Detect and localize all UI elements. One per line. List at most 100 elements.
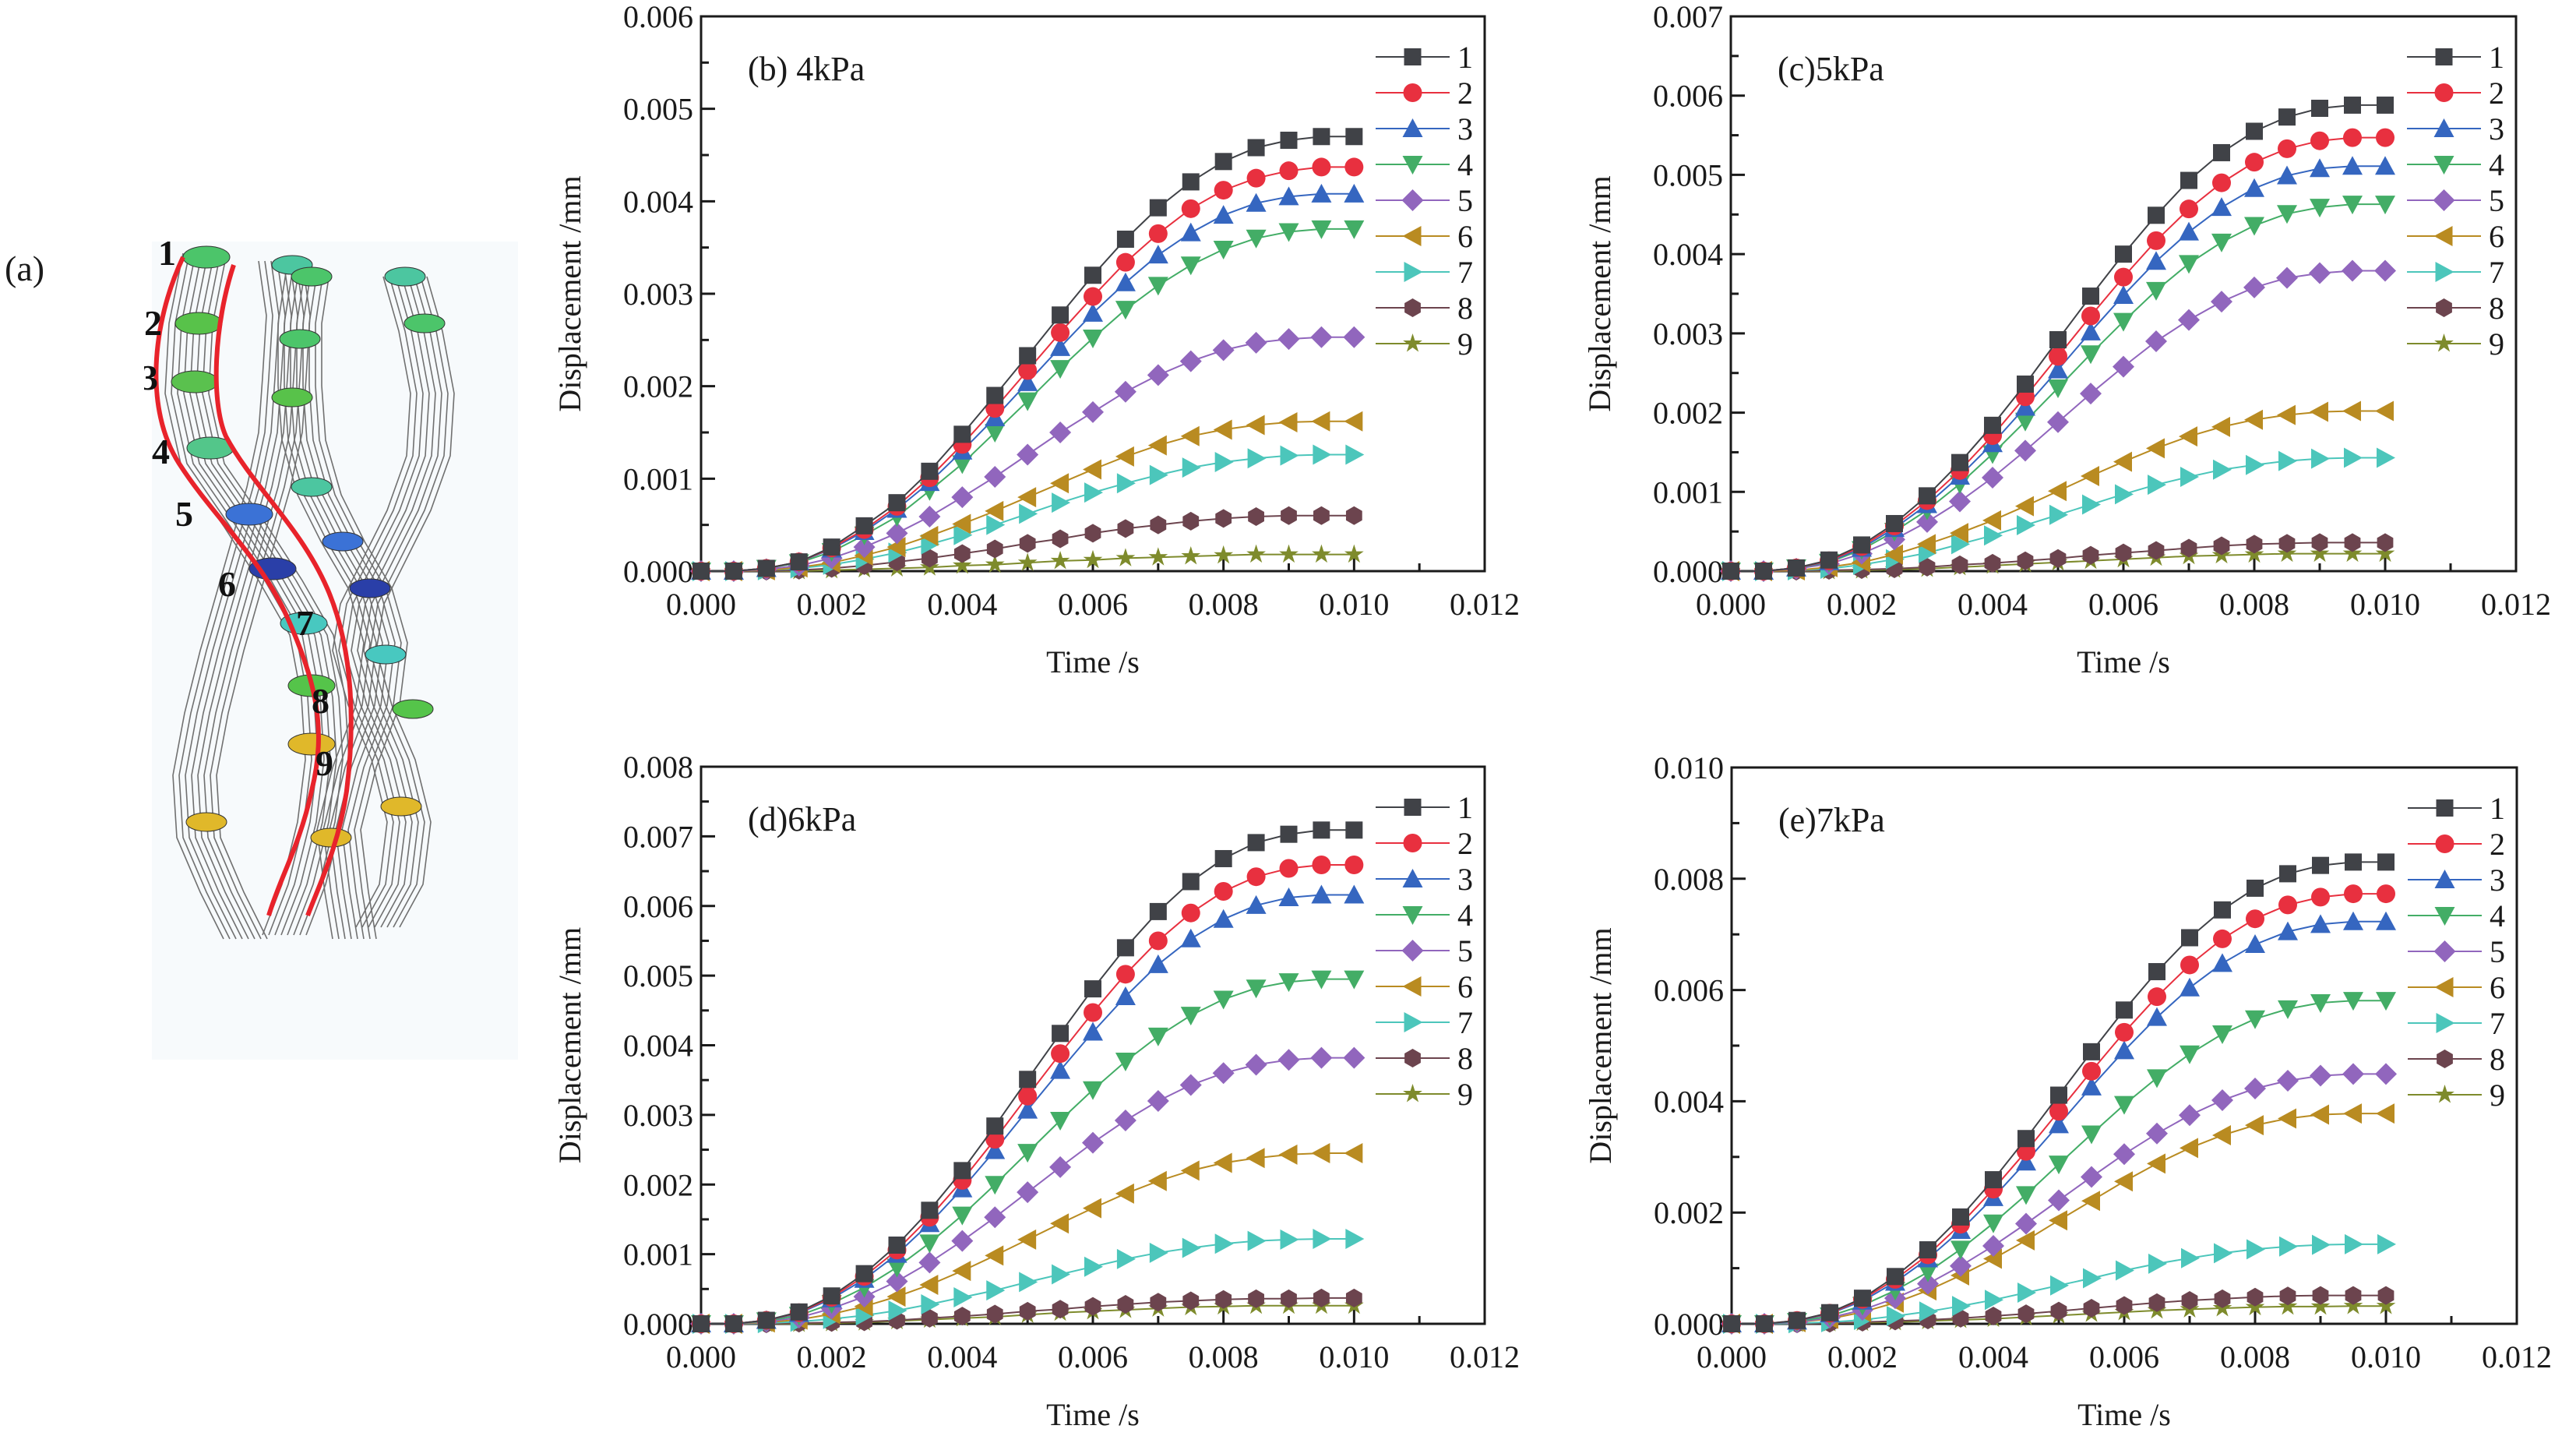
triangle-right-marker [1280,445,1299,466]
triangle-left-marker [2375,400,2394,422]
circle-marker [2082,1061,2101,1081]
chart-title: (e)7kPa [1778,801,1885,839]
series-4 [691,220,1365,581]
square-marker [921,1201,939,1219]
square-marker [2213,143,2230,161]
triangle-up-marker [2310,158,2330,178]
y-tick-label: 0.005 [623,92,693,127]
square-marker [2311,99,2328,117]
chart-e: 0.000 0.002 0.004 0.006 0.008 0.010 0.012 0.000… [1583,750,2552,1429]
diamond-marker [951,486,974,509]
diamond-marker [2342,1063,2364,1085]
y-tick-label: 0.001 [623,1237,693,1272]
diamond-marker [1277,1049,1300,1071]
triangle-left-marker [2081,1191,2100,1212]
square-marker [2246,122,2263,140]
triangle-right-marker [2083,1268,2102,1289]
star-marker [2435,1085,2454,1103]
triangle-right-marker [2082,494,2101,515]
chart-title: (b) 4kPa [748,50,865,88]
diamond-marker [1916,510,1938,533]
square-marker [1019,1071,1037,1089]
triangle-down-marker [2180,1045,2200,1064]
star-marker [2310,1296,2331,1315]
square-marker [2279,865,2296,883]
diamond-marker [2244,1077,2266,1099]
triangle-down-marker [2048,379,2068,399]
triangle-up-marker [1213,909,1234,928]
circle-marker [2081,306,2100,326]
triangle-up-marker [2342,156,2363,175]
chart-d: 0.000 0.002 0.004 0.006 0.008 0.010 0.012 0.000… [552,750,1520,1429]
legend-item: 9 [2407,326,2504,362]
triangle-down-marker [1278,973,1299,993]
tube-wire [216,260,311,940]
triangle-left-marker [1311,1143,1330,1164]
diamond-marker [2179,1104,2201,1127]
point-label: 2 [144,303,162,343]
section-marker [310,827,352,848]
star-marker [1050,550,1070,570]
circle-marker [1115,252,1135,272]
triangle-up-marker [1017,372,1038,391]
hexagon-marker [1404,298,1421,317]
y-tick-label: 0.003 [623,1098,693,1133]
x-tick-label: 0.012 [1450,1339,1520,1374]
triangle-down-marker [2245,1010,2265,1029]
triangle-right-marker [1404,1012,1423,1032]
x-tick-label: 0.006 [1058,587,1128,622]
legend-label: 4 [1457,898,1473,933]
star-marker [1279,544,1299,563]
legend-label: 9 [2490,1078,2505,1113]
hexagon-marker [1345,506,1362,525]
triangle-up-marker [2211,197,2232,217]
y-tick-label: 0.005 [1653,157,1723,192]
x-tick-label: 0.012 [2481,587,2551,622]
triangle-up-marker [2113,285,2134,305]
x-axis-label: Time /s [2077,1397,2171,1429]
point-label: 6 [218,564,236,604]
tube-wire [332,276,411,928]
star-marker [1344,544,1364,563]
circle-marker [1279,859,1299,878]
triangle-up-marker [2310,914,2331,933]
triangle-up-marker [2015,397,2035,416]
triangle-right-marker [2279,1236,2298,1257]
x-axis-label: Time /s [2077,644,2170,679]
triangle-right-marker [2017,515,2035,536]
triangle-right-marker [986,514,1006,535]
hexagon-marker [2017,551,2034,570]
star-marker [952,555,972,574]
circle-marker [1403,834,1422,852]
circle-marker [1312,157,1331,177]
triangle-right-marker [2116,1260,2134,1281]
triangle-right-marker [2246,454,2264,475]
y-tick-label: 0.006 [1654,973,1724,1008]
triangle-down-marker [1344,970,1365,990]
hexagon-marker [2377,1286,2395,1305]
triangle-up-marker [2433,118,2454,137]
legend-label: 9 [1457,1077,1473,1112]
star-marker [1403,1084,1422,1103]
square-marker [1019,347,1037,365]
section-marker [287,732,336,756]
section-marker [291,266,333,287]
x-tick-label: 0.006 [2089,1339,2159,1374]
triangle-down-marker [2081,1125,2102,1145]
hexagon-marker [1084,524,1101,543]
triangle-right-marker [1985,1290,2003,1311]
hexagon-marker [922,1308,938,1328]
legend-label: 7 [2490,1006,2505,1041]
diamond-marker [2433,189,2455,211]
legend-item: 5 [1376,933,1473,969]
hexagon-marker [2083,1299,2100,1318]
diamond-marker [886,1270,908,1293]
triangle-up-marker [2147,1007,2167,1026]
point-label: 5 [175,494,193,534]
hexagon-marker [2148,541,2165,560]
triangle-down-marker [1402,156,1423,175]
section-marker [380,796,422,817]
legend-item: 3 [1376,111,1473,146]
legend-item: 7 [1376,1005,1473,1040]
